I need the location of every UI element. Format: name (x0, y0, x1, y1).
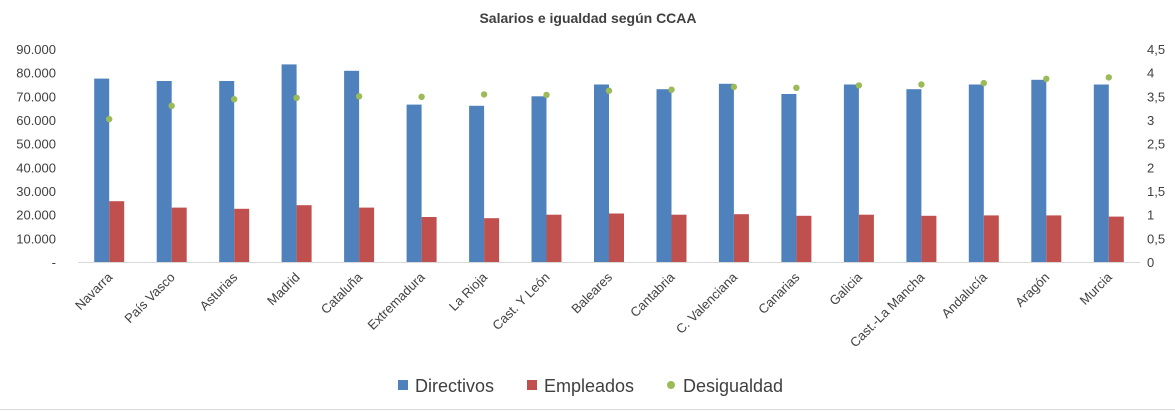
x-tick-label: Madrid (264, 270, 303, 309)
point-desigualdad (480, 91, 488, 98)
legend-label-empleados: Empleados (544, 376, 634, 396)
bar-directivos (1093, 84, 1109, 262)
x-tick-label: Galicia (826, 269, 865, 308)
bar-empleados (546, 214, 562, 262)
chart-title: Salarios e igualdad según CCAA (479, 10, 696, 26)
legend-marker-desigualdad (667, 381, 675, 389)
y-right-tick-label: 2,5 (1147, 137, 1165, 152)
bar-empleados (1108, 216, 1124, 262)
bar-directivos (718, 83, 734, 262)
bar-directivos (843, 84, 859, 262)
point-desigualdad (293, 94, 300, 102)
y-left-tick-label: 10.000 (16, 231, 56, 246)
x-tick-label: Cast. Y León (489, 270, 552, 333)
y-left-tick-label: 20.000 (16, 208, 56, 223)
bar-directivos (1031, 79, 1047, 262)
point-desigualdad (918, 81, 925, 88)
bar-empleados (296, 205, 312, 262)
bar-directivos (781, 94, 797, 262)
y-right-tick-label: 2 (1147, 160, 1154, 175)
point-desigualdad (605, 87, 613, 94)
y-left-tick-label: 50.000 (16, 137, 56, 152)
bar-empleados (671, 214, 687, 262)
y-right-tick-label: 4 (1147, 66, 1154, 81)
legend-marker-directivos (398, 380, 408, 390)
x-tick-label: Navarra (72, 269, 116, 313)
bar-directivos (281, 64, 297, 263)
bar-directivos (531, 96, 547, 262)
y-right-tick-label: 4,5 (1147, 42, 1165, 57)
y-right-tick-label: 1,5 (1147, 184, 1165, 199)
bar-empleados (983, 215, 999, 262)
point-desigualdad (418, 93, 425, 101)
point-desigualdad (106, 115, 113, 123)
y-left-tick-label: 40.000 (16, 160, 56, 175)
y-left-tick-label: - (52, 255, 56, 270)
bar-empleados (109, 201, 125, 262)
x-tick-label: La Rioja (446, 269, 491, 314)
bar-empleados (1046, 215, 1062, 262)
bar-empleados (858, 214, 874, 262)
bar-directivos (406, 104, 422, 262)
bar-directivos (156, 81, 172, 262)
y-right-tick-label: 3,5 (1147, 89, 1165, 104)
point-desigualdad (793, 84, 800, 92)
point-desigualdad (543, 91, 550, 99)
bar-directivos (594, 84, 609, 262)
bar-directivos (344, 70, 360, 262)
x-tick-label: Baleares (568, 269, 615, 316)
point-desigualdad (668, 86, 675, 93)
bar-empleados (733, 214, 749, 262)
bar-empleados (359, 207, 375, 262)
x-tick-label: Andalucía (938, 269, 990, 321)
bar-directivos (656, 89, 672, 262)
bar-directivos (469, 105, 485, 262)
x-tick-label: Aragón (1012, 270, 1052, 310)
bar-directivos (906, 89, 922, 262)
bar-empleados (421, 217, 437, 262)
y-right-tick-label: 0 (1147, 255, 1154, 270)
point-desigualdad (1043, 75, 1050, 83)
y-left-tick-label: 60.000 (16, 113, 56, 128)
point-desigualdad (855, 82, 863, 89)
point-desigualdad (231, 96, 238, 103)
y-left-tick-label: 90.000 (16, 42, 56, 57)
y-left-tick-label: 30.000 (16, 184, 56, 199)
x-tick-label: Canarias (755, 269, 803, 317)
bar-directivos (94, 78, 110, 262)
point-desigualdad (980, 79, 987, 87)
legend-label-desigualdad: Desigualdad (683, 376, 783, 396)
point-desigualdad (1105, 74, 1113, 81)
bar-empleados (171, 207, 187, 262)
bar-empleados (796, 215, 812, 262)
bottom-divider (0, 409, 1175, 410)
y-right-tick-label: 3 (1147, 113, 1154, 128)
y-right-tick-label: 0,5 (1147, 231, 1165, 246)
x-tick-label: Cantabria (627, 269, 678, 320)
bar-empleados (484, 218, 500, 262)
x-tick-label: Murcia (1077, 269, 1116, 308)
legend-label-directivos: Directivos (415, 376, 494, 396)
bar-empleados (234, 208, 250, 263)
legend-marker-empleados (527, 380, 537, 390)
bar-empleados (609, 213, 624, 262)
x-tick-label: Extremadura (364, 269, 428, 333)
x-tick-label: C. Valenciana (673, 269, 741, 337)
x-tick-label: Asturias (196, 269, 240, 313)
bar-directivos (219, 81, 235, 262)
y-left-tick-label: 80.000 (16, 66, 56, 81)
x-tick-label: Cataluña (318, 269, 366, 317)
y-left-tick-label: 70.000 (16, 89, 56, 104)
point-desigualdad (168, 102, 175, 110)
point-desigualdad (355, 93, 363, 100)
bar-directivos (968, 84, 984, 262)
bar-empleados (921, 215, 937, 262)
point-desigualdad (730, 83, 738, 91)
y-right-tick-label: 1 (1147, 208, 1154, 223)
x-tick-label: País Vasco (121, 270, 177, 326)
